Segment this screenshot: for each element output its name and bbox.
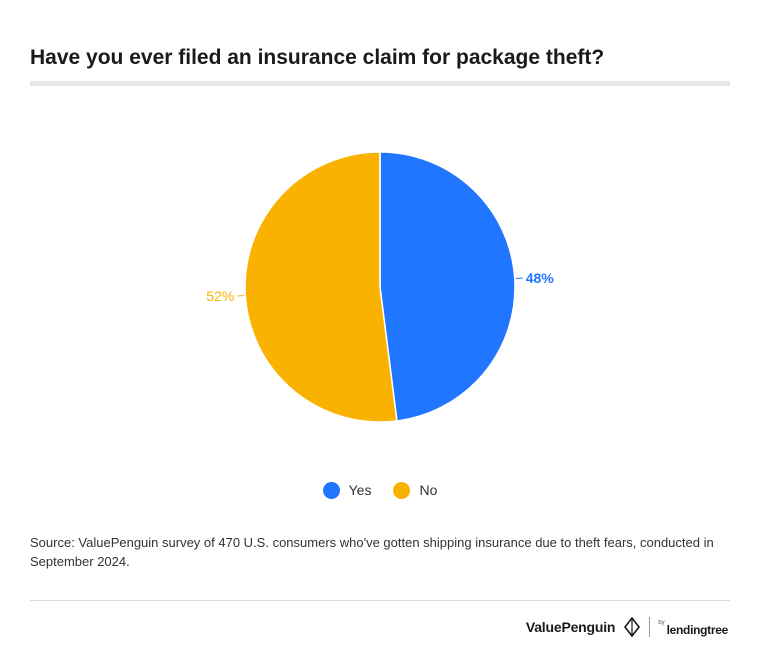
pie-slice-yes [379,151,516,422]
title-divider [30,81,730,86]
data-label-yes: 48% [526,270,555,286]
legend-swatch-yes [322,481,340,499]
legend-label-yes: Yes [348,482,372,498]
legend-swatch-no [393,481,411,499]
legend-item-yes: Yes [322,480,372,500]
footer-divider [30,600,730,601]
chart-title: Have you ever filed an insurance claim f… [30,46,605,69]
pie-chart: 48% 52% [206,151,555,423]
valuepenguin-logo-text: ValuePenguin [525,619,616,635]
footer-logos: ValuePenguin by lendingtree [526,614,728,640]
valuepenguin-logo-icon [624,617,641,637]
logo-divider [649,617,651,637]
pie-slice-no [244,151,398,423]
legend-item-no: No [393,480,437,500]
legend-label-no: No [419,482,438,498]
chart-legend: Yes No [0,480,760,500]
data-label-no: 52% [206,288,234,304]
source-note: Source: ValuePenguin survey of 470 U.S. … [30,535,714,569]
lendingtree-logo: by lendingtree [658,618,728,637]
lendingtree-by-text: by [658,619,665,626]
lendingtree-logo-text: lendingtree [666,622,729,637]
